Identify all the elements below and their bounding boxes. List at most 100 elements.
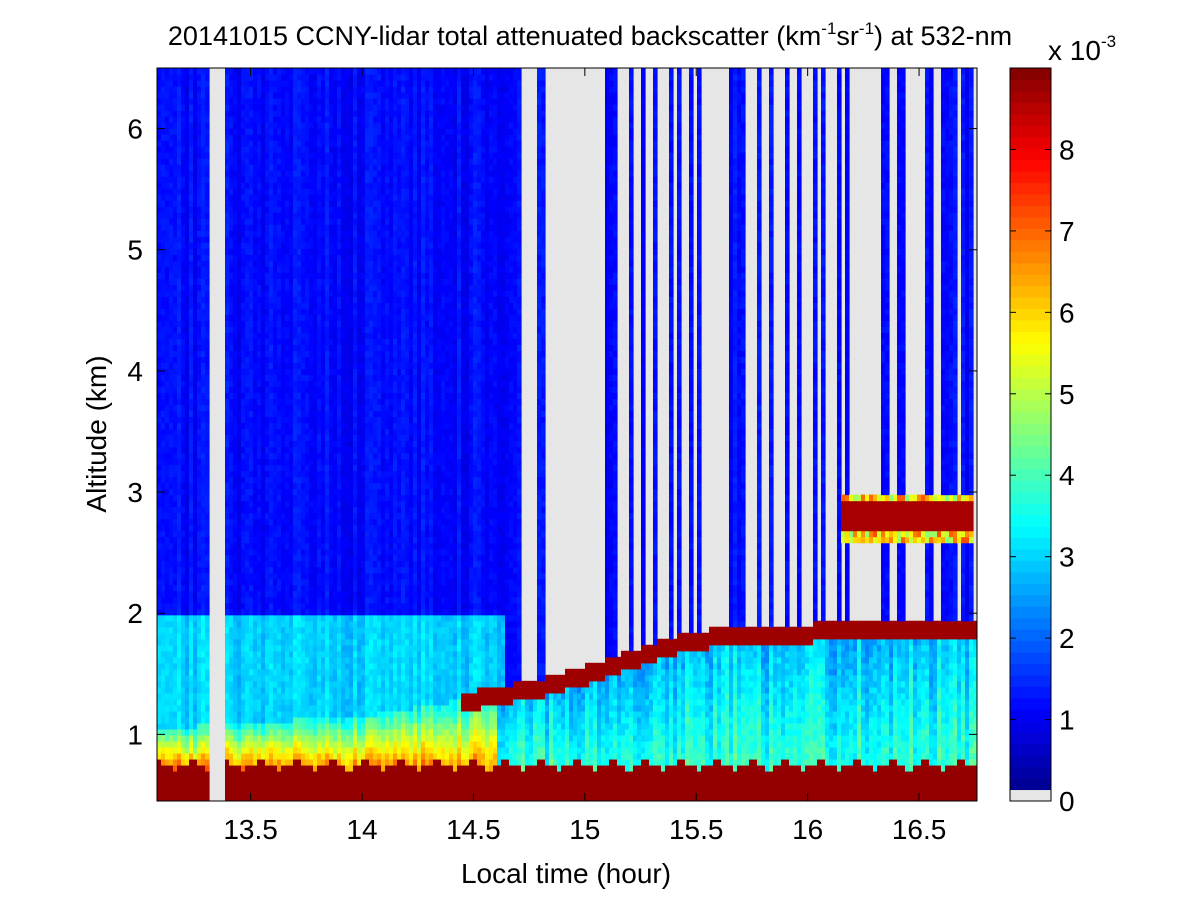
- heatmap-cell: [301, 188, 306, 195]
- heatmap-cell: [169, 758, 174, 766]
- heatmap-cell: [281, 680, 286, 688]
- heatmap-cell: [165, 662, 170, 670]
- heatmap-cell: [321, 122, 326, 129]
- heatmap-cell: [329, 572, 334, 580]
- heatmap-cell: [205, 668, 210, 676]
- heatmap-cell: [305, 314, 310, 321]
- heatmap-cell: [257, 590, 262, 598]
- heatmap-cell: [277, 776, 282, 784]
- heatmap-cell: [309, 722, 314, 730]
- heatmap-cell: [169, 92, 174, 99]
- heatmap-cell: [157, 92, 162, 99]
- heatmap-cell: [257, 422, 262, 430]
- heatmap-cell: [241, 116, 246, 123]
- heatmap-cell: [313, 170, 318, 177]
- heatmap-cell: [197, 374, 202, 382]
- heatmap-cell: [269, 584, 274, 592]
- heatmap-cell: [189, 452, 194, 460]
- heatmap-cell: [273, 344, 278, 351]
- heatmap-cell: [325, 236, 330, 243]
- heatmap-cell: [193, 770, 198, 778]
- heatmap-cell: [273, 194, 278, 201]
- heatmap-cell: [265, 104, 270, 111]
- heatmap-cell: [325, 86, 330, 93]
- heatmap-cell: [165, 470, 170, 478]
- heatmap-cell: [169, 488, 174, 496]
- heatmap-cell: [265, 602, 270, 610]
- heatmap-cell: [309, 572, 314, 580]
- heatmap-cell: [261, 98, 266, 105]
- heatmap-cell: [277, 458, 282, 466]
- heatmap-cell: [265, 470, 270, 478]
- heatmap-cell: [313, 212, 318, 219]
- heatmap-cell: [189, 698, 194, 706]
- heatmap-cell: [297, 602, 302, 610]
- heatmap-cell: [305, 254, 310, 261]
- heatmap-cell: [189, 104, 194, 111]
- heatmap-cell: [185, 278, 190, 285]
- heatmap-cell: [241, 146, 246, 153]
- heatmap-cell: [193, 170, 198, 177]
- heatmap-cell: [273, 782, 278, 790]
- heatmap-cell: [161, 368, 166, 376]
- heatmap-cell: [309, 92, 314, 99]
- heatmap-cell: [309, 518, 314, 526]
- heatmap-cell: [161, 242, 166, 249]
- heatmap-cell: [309, 584, 314, 592]
- heatmap-cell: [325, 548, 330, 556]
- heatmap-cell: [225, 164, 230, 171]
- heatmap-cell: [181, 740, 186, 748]
- heatmap-cell: [333, 170, 338, 177]
- heatmap-cell: [293, 668, 298, 676]
- heatmap-cell: [205, 656, 210, 664]
- heatmap-cell: [169, 518, 174, 526]
- heatmap-cell: [157, 422, 162, 430]
- heatmap-cell: [305, 152, 310, 159]
- heatmap-cell: [205, 704, 210, 712]
- heatmap-cell: [233, 416, 238, 424]
- heatmap-cell: [285, 620, 290, 628]
- heatmap-cell: [269, 620, 274, 628]
- heatmap-cell: [285, 506, 290, 514]
- heatmap-cell: [305, 290, 310, 297]
- heatmap-cell: [281, 254, 286, 261]
- heatmap-cell: [185, 434, 190, 442]
- heatmap-cell: [237, 212, 242, 219]
- heatmap-cell: [309, 446, 314, 454]
- heatmap-cell: [305, 440, 310, 448]
- heatmap-cell: [229, 344, 234, 351]
- heatmap-cell: [205, 284, 210, 291]
- heatmap-cell: [185, 164, 190, 171]
- heatmap-cell: [169, 566, 174, 574]
- heatmap-cell: [269, 596, 274, 604]
- heatmap-cell: [289, 668, 294, 676]
- heatmap-cell: [173, 104, 178, 111]
- heatmap-cell: [233, 554, 238, 562]
- heatmap-cell: [261, 380, 266, 388]
- heatmap-cell: [237, 650, 242, 658]
- heatmap-cell: [277, 386, 282, 394]
- heatmap-cell: [265, 764, 270, 772]
- heatmap-cell: [333, 374, 338, 382]
- heatmap-cell: [305, 620, 310, 628]
- heatmap-cell: [177, 686, 182, 694]
- heatmap-cell: [225, 332, 230, 339]
- heatmap-cell: [297, 680, 302, 688]
- heatmap-cell: [321, 536, 326, 544]
- heatmap-cell: [273, 788, 278, 796]
- heatmap-cell: [253, 440, 258, 448]
- heatmap-cell: [205, 674, 210, 682]
- heatmap-cell: [241, 566, 246, 574]
- heatmap-cell: [233, 248, 238, 255]
- heatmap-cell: [189, 224, 194, 231]
- heatmap-cell: [321, 440, 326, 448]
- heatmap-cell: [181, 182, 186, 189]
- heatmap-cell: [313, 104, 318, 111]
- heatmap-cell: [165, 656, 170, 664]
- heatmap-cell: [273, 350, 278, 357]
- heatmap-cell: [273, 230, 278, 237]
- heatmap-cell: [165, 692, 170, 700]
- heatmap-cell: [285, 398, 290, 406]
- heatmap-cell: [237, 278, 242, 285]
- heatmap-cell: [157, 152, 162, 159]
